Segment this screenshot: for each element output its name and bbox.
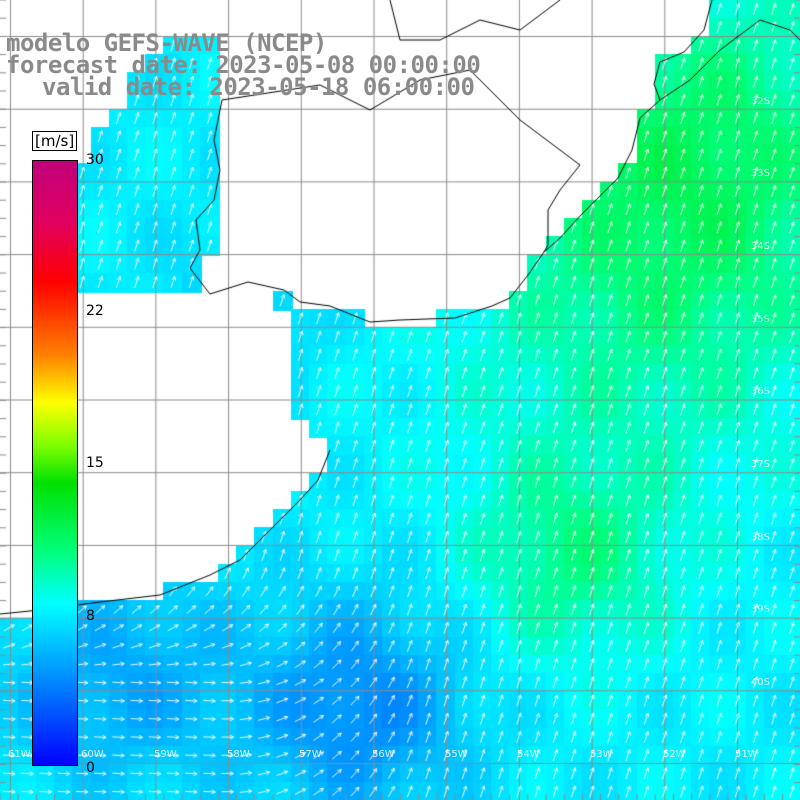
lon-label: 56W xyxy=(372,749,395,760)
lat-label: 39S xyxy=(750,604,770,615)
lat-label: 40S xyxy=(750,677,770,688)
colorbar-tick-22: 22 xyxy=(86,303,104,319)
colorbar-tick-30: 30 xyxy=(86,152,104,168)
lat-label: 37S xyxy=(750,459,770,470)
lon-label: 57W xyxy=(299,749,322,760)
colorbar xyxy=(32,160,78,766)
lon-label: 52W xyxy=(663,749,686,760)
map-title-model: modelo GEFS-WAVE (NCEP) xyxy=(6,29,327,57)
map-title-valid-date: valid date: 2023-05-18 06:00:00 xyxy=(42,73,475,101)
colorbar-tick-15: 15 xyxy=(86,455,104,471)
lon-label: 60W xyxy=(81,749,104,760)
lon-label: 55W xyxy=(445,749,468,760)
lat-label: 38S xyxy=(750,532,770,543)
lon-label: 59W xyxy=(154,749,177,760)
map-title-forecast-date: forecast date: 2023-05-08 00:00:00 xyxy=(6,51,481,79)
lat-label: 32S xyxy=(750,96,770,107)
lat-label: 33S xyxy=(750,168,770,179)
lon-label: 53W xyxy=(590,749,613,760)
colorbar-tick-0: 0 xyxy=(86,760,95,776)
lat-label: 36S xyxy=(750,386,770,397)
lon-label: 61W xyxy=(8,749,31,760)
colorbar-tick-8: 8 xyxy=(86,608,95,624)
lon-label: 51W xyxy=(735,749,758,760)
lon-label: 54W xyxy=(517,749,540,760)
lat-label: 35S xyxy=(750,314,770,325)
lon-label: 58W xyxy=(227,749,250,760)
colorbar-units: [m/s] xyxy=(32,131,78,151)
lat-label: 34S xyxy=(750,241,770,252)
